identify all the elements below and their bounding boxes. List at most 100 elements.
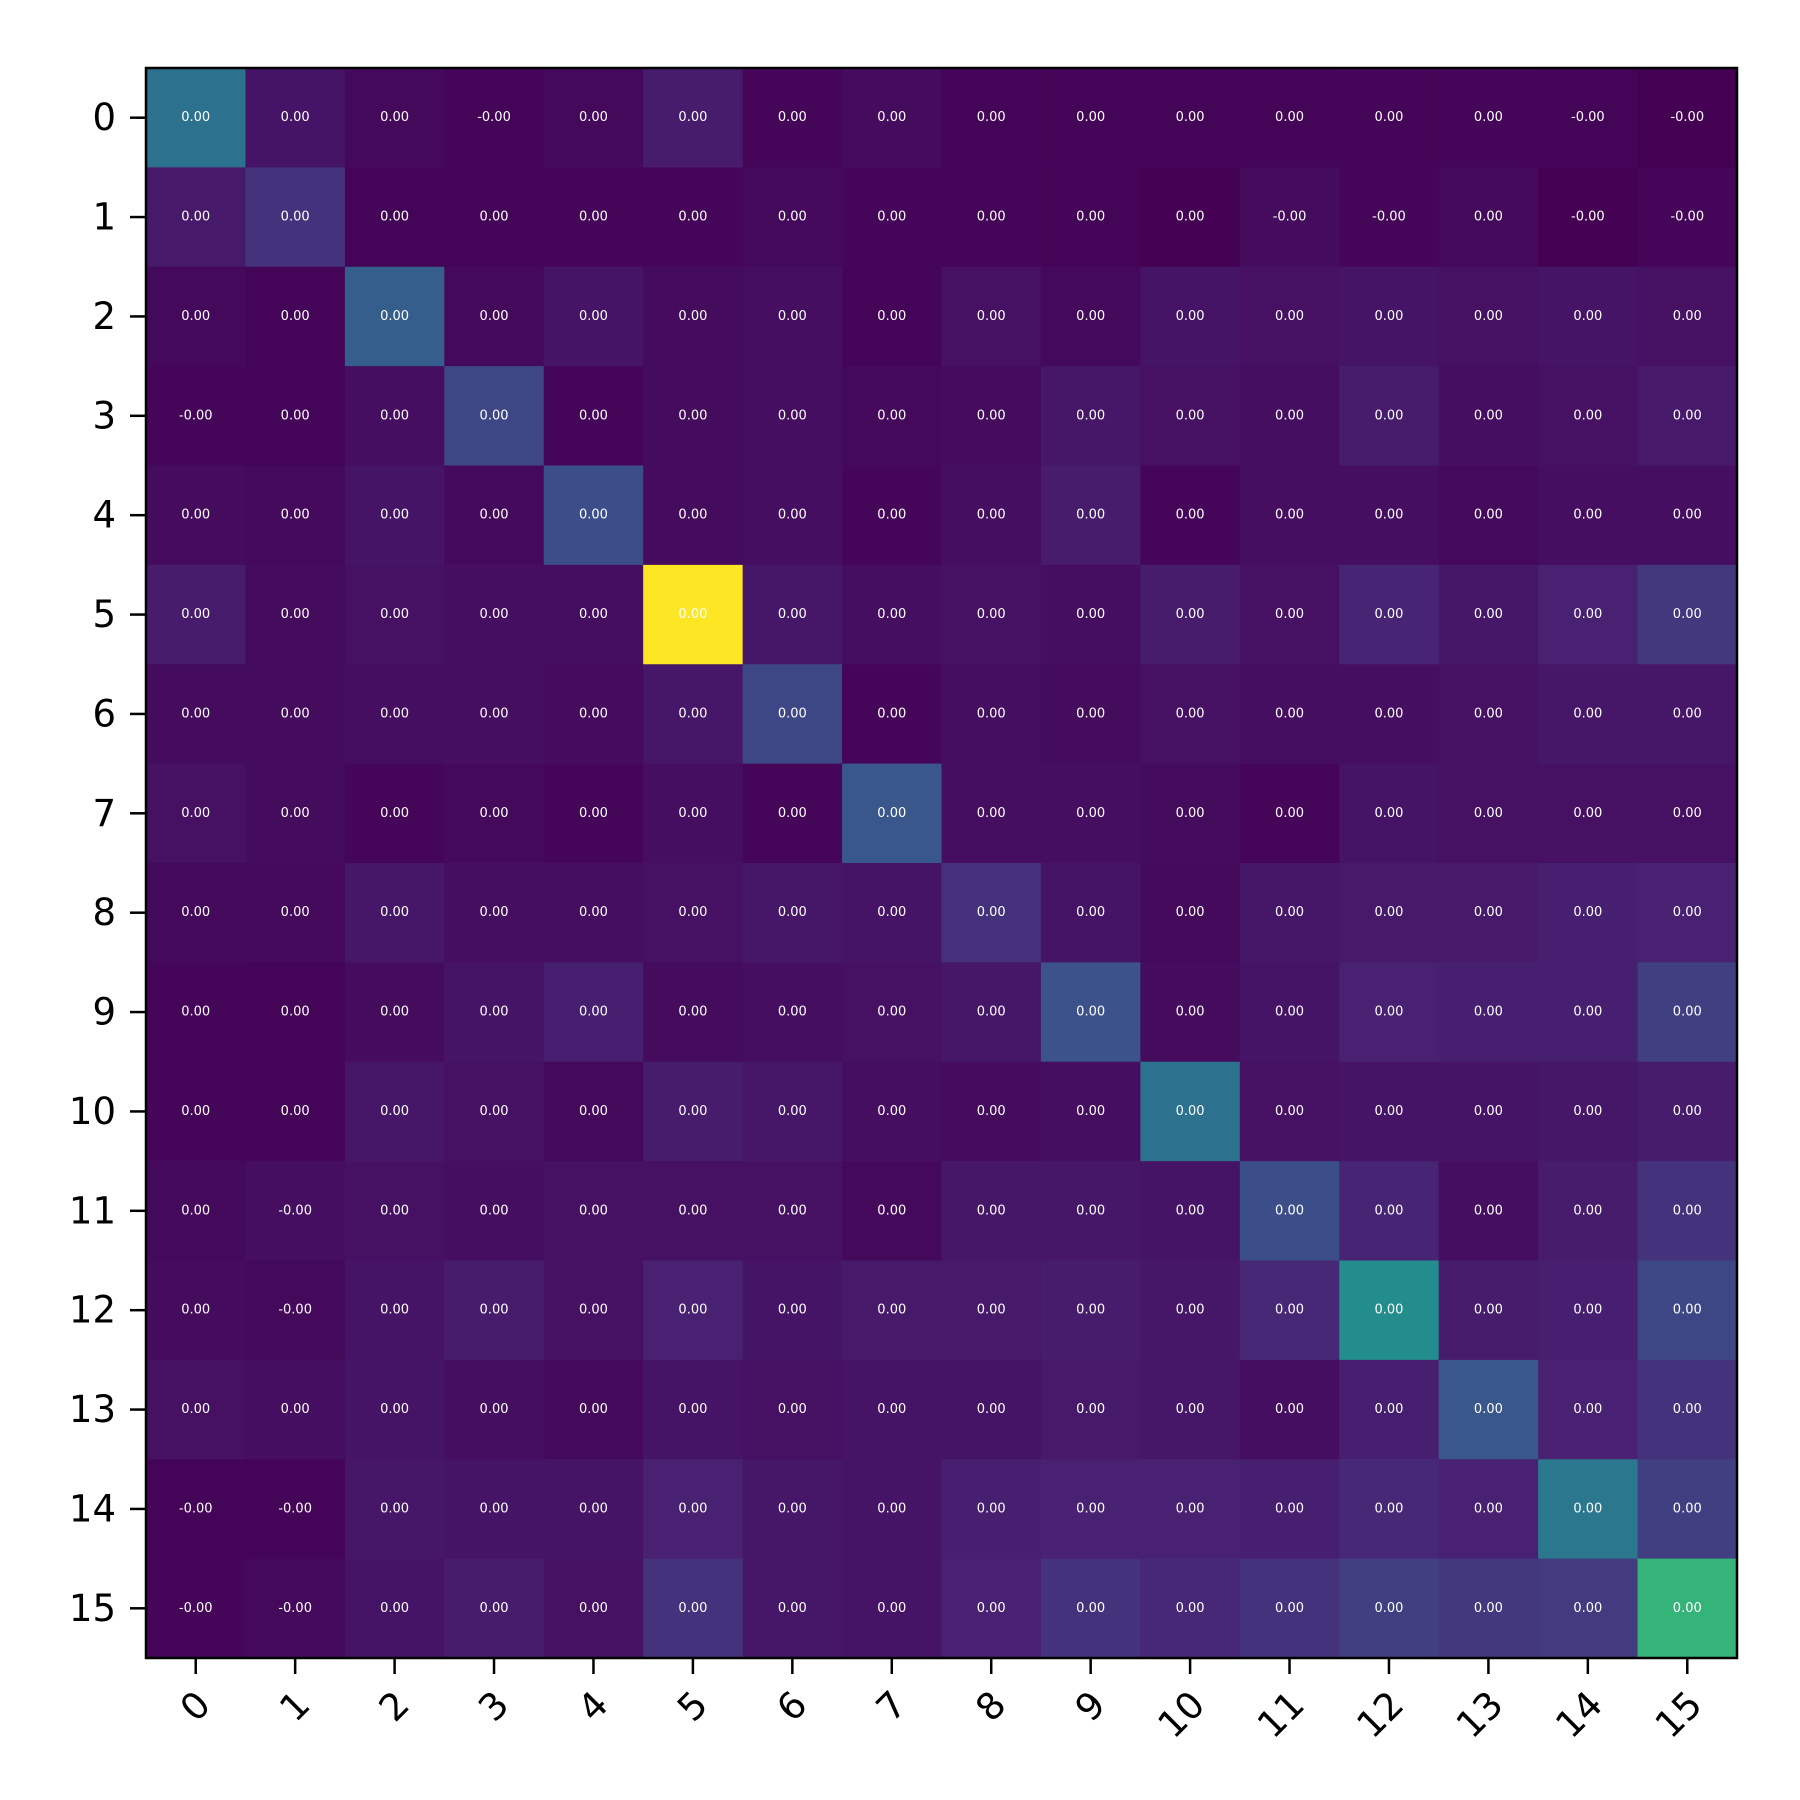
- heatmap-cell-r10-c7: [842, 1061, 943, 1162]
- cell-value-label: 0.00: [1673, 408, 1702, 423]
- cell-value-label: -0.00: [1670, 210, 1704, 225]
- heatmap-cell-r12-c13: [1438, 1260, 1539, 1361]
- x-tick-label: 9: [1067, 1683, 1114, 1730]
- cell-value-label: 0.00: [1573, 905, 1602, 920]
- cell-value-label: 0.00: [1275, 706, 1304, 721]
- cell-value-label: 0.00: [181, 309, 210, 324]
- cell-value-label: 0.00: [678, 1104, 707, 1119]
- heatmap-cell-r15-c15: [1637, 1558, 1738, 1659]
- cell-value-label: 0.00: [1474, 905, 1503, 920]
- heatmap-cell-r15-c0: [146, 1558, 247, 1659]
- heatmap-cell-r3-c7: [842, 366, 943, 467]
- heatmap-cell-r15-c6: [742, 1558, 843, 1659]
- cell-value-label: 0.00: [480, 309, 509, 324]
- heatmap-cell-r5-c8: [941, 564, 1042, 665]
- cell-value-label: 0.00: [977, 806, 1006, 821]
- cell-value-label: 0.00: [281, 905, 310, 920]
- cell-value-label: 0.00: [480, 1005, 509, 1020]
- cell-value-label: -0.00: [1670, 110, 1704, 125]
- cell-value-label: 0.00: [1275, 1303, 1304, 1318]
- cell-value-label: 0.00: [1076, 110, 1105, 125]
- heatmap-cell-r13-c5: [643, 1359, 744, 1460]
- x-tick-label: 4: [570, 1683, 617, 1730]
- cell-value-label: 0.00: [380, 210, 409, 225]
- cell-value-label: 0.00: [1573, 1005, 1602, 1020]
- heatmap-cell-r1-c10: [1140, 167, 1241, 268]
- cell-value-label: 0.00: [678, 1005, 707, 1020]
- cell-value-label: 0.00: [1176, 1501, 1205, 1516]
- cell-value-label: 0.00: [579, 706, 608, 721]
- cell-value-label: 0.00: [678, 210, 707, 225]
- heatmap-cell-r2-c4: [543, 266, 644, 367]
- heatmap-cell-r11-c12: [1339, 1161, 1440, 1262]
- heatmap-cell-r8-c11: [1239, 863, 1340, 963]
- heatmap-cell-r6-c9: [1040, 664, 1141, 765]
- heatmap-cell-r12-c8: [941, 1260, 1042, 1361]
- cell-value-label: 0.00: [579, 1303, 608, 1318]
- heatmap-cell-r15-c11: [1239, 1558, 1340, 1659]
- heatmap-cell-r13-c2: [344, 1359, 445, 1460]
- heatmap-cell-r15-c4: [543, 1558, 644, 1659]
- cell-value-label: 0.00: [1474, 706, 1503, 721]
- cell-value-label: 0.00: [1474, 1402, 1503, 1417]
- cell-value-label: 0.00: [1573, 1104, 1602, 1119]
- cell-value-label: 0.00: [977, 1104, 1006, 1119]
- heatmap-cell-r13-c9: [1040, 1359, 1141, 1460]
- heatmap-cell-r15-c2: [344, 1558, 445, 1659]
- cell-value-label: 0.00: [1176, 408, 1205, 423]
- cell-value-label: 0.00: [1474, 210, 1503, 225]
- cell-value-label: 0.00: [480, 1501, 509, 1516]
- heatmap-cell-r9-c8: [941, 962, 1042, 1063]
- cell-value-label: 0.00: [281, 408, 310, 423]
- y-tick-label: 0: [92, 96, 116, 139]
- heatmap-cell-r11-c9: [1040, 1161, 1141, 1262]
- heatmap-cell-r6-c1: [245, 664, 346, 765]
- heatmap-cell-r8-c9: [1040, 863, 1141, 963]
- heatmap-cell-r15-c14: [1538, 1558, 1639, 1659]
- cell-value-label: 0.00: [480, 210, 509, 225]
- heatmap-cell-r11-c3: [444, 1161, 545, 1262]
- cell-value-label: 0.00: [1076, 508, 1105, 523]
- heatmap-cell-r0-c10: [1140, 68, 1241, 168]
- cell-value-label: -0.00: [1372, 210, 1406, 225]
- heatmap-cell-r12-c6: [742, 1260, 843, 1361]
- cell-value-label: 0.00: [778, 1303, 807, 1318]
- heatmap-cell-r14-c13: [1438, 1459, 1539, 1560]
- cell-value-label: -0.00: [278, 1303, 312, 1318]
- heatmap-cell-r14-c14: [1538, 1459, 1639, 1560]
- heatmap-cell-r6-c2: [344, 664, 445, 765]
- heatmap-cell-r0-c4: [543, 68, 644, 168]
- heatmap-cell-r14-c6: [742, 1459, 843, 1560]
- heatmap-cell-r11-c8: [941, 1161, 1042, 1262]
- cell-value-label: 0.00: [281, 607, 310, 622]
- heatmap-cell-r2-c12: [1339, 266, 1440, 367]
- cell-value-label: 0.00: [1374, 1402, 1403, 1417]
- heatmap-cell-r8-c14: [1538, 863, 1639, 963]
- cell-value-label: 0.00: [877, 1303, 906, 1318]
- cell-value-label: 0.00: [1474, 508, 1503, 523]
- heatmap-cell-r11-c11: [1239, 1161, 1340, 1262]
- cell-value-label: 0.00: [1474, 110, 1503, 125]
- heatmap-cell-r8-c8: [941, 863, 1042, 963]
- cell-value-label: -0.00: [1273, 210, 1307, 225]
- cell-value-label: 0.00: [1176, 110, 1205, 125]
- cell-value-label: 0.00: [778, 110, 807, 125]
- cell-value-label: 0.00: [1176, 1303, 1205, 1318]
- cell-value-label: 0.00: [1374, 905, 1403, 920]
- cell-value-label: 0.00: [1275, 905, 1304, 920]
- cell-value-label: 0.00: [281, 309, 310, 324]
- cell-value-label: 0.00: [1076, 1601, 1105, 1616]
- heatmap-cell-r0-c8: [941, 68, 1042, 168]
- y-tick-label: 1: [92, 196, 116, 239]
- heatmap-cell-r6-c10: [1140, 664, 1241, 765]
- cell-value-label: 0.00: [778, 1501, 807, 1516]
- cell-value-label: 0.00: [1275, 1601, 1304, 1616]
- cell-value-label: 0.00: [1474, 607, 1503, 622]
- cell-value-label: 0.00: [1374, 806, 1403, 821]
- heatmap-cell-r13-c10: [1140, 1359, 1241, 1460]
- cell-value-label: 0.00: [1573, 508, 1602, 523]
- cell-value-label: 0.00: [778, 508, 807, 523]
- cell-value-label: 0.00: [1176, 1104, 1205, 1119]
- cell-value-label: 0.00: [678, 1601, 707, 1616]
